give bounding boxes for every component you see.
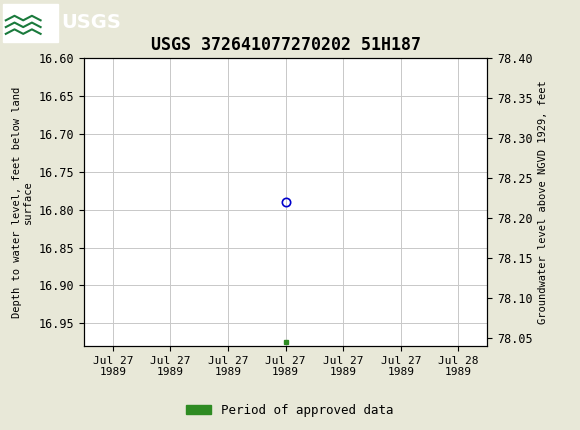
- Text: USGS: USGS: [61, 13, 121, 32]
- Y-axis label: Depth to water level, feet below land
surface: Depth to water level, feet below land su…: [12, 86, 33, 318]
- Legend: Period of approved data: Period of approved data: [181, 399, 399, 421]
- Title: USGS 372641077270202 51H187: USGS 372641077270202 51H187: [151, 36, 420, 54]
- Bar: [3, 3, 58, 42]
- Y-axis label: Groundwater level above NGVD 1929, feet: Groundwater level above NGVD 1929, feet: [538, 80, 548, 324]
